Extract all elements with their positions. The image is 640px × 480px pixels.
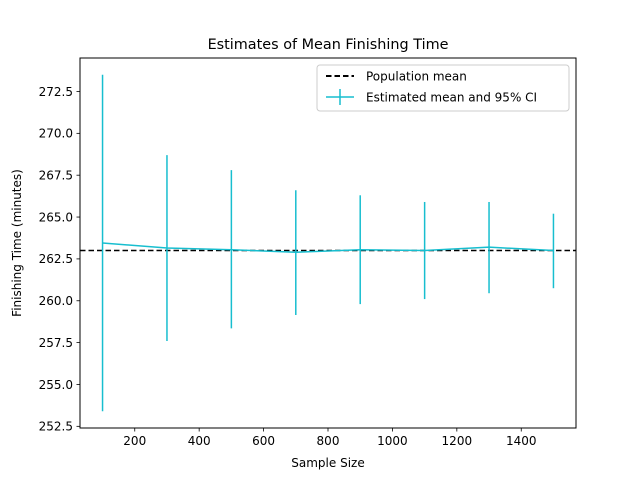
x-axis-label: Sample Size xyxy=(291,456,364,470)
y-axis-label: Finishing Time (minutes) xyxy=(10,169,24,317)
x-tick-label: 600 xyxy=(252,434,275,448)
y-tick-label: 255.0 xyxy=(39,378,73,392)
estimated-mean-line xyxy=(102,242,554,253)
y-tick-label: 270.0 xyxy=(39,127,73,141)
x-tick-label: 400 xyxy=(188,434,211,448)
plot-layer xyxy=(80,74,576,412)
legend-label-population-mean: Population mean xyxy=(366,70,467,84)
chart-title: Estimates of Mean Finishing Time xyxy=(208,37,449,53)
x-tick-label: 1200 xyxy=(442,434,473,448)
y-tick-label: 265.0 xyxy=(39,210,73,224)
y-tick-label: 262.5 xyxy=(39,252,73,266)
y-tick-label: 257.5 xyxy=(39,336,73,350)
legend-label-estimated-mean: Estimated mean and 95% CI xyxy=(366,91,537,105)
y-tick-label: 267.5 xyxy=(39,168,73,182)
y-tick-label: 272.5 xyxy=(39,85,73,99)
y-tick-label: 260.0 xyxy=(39,294,73,308)
legend: Population mean Estimated mean and 95% C… xyxy=(316,64,570,112)
y-tick-label: 252.5 xyxy=(39,420,73,434)
axis-layer: 200 400 600 800 1000 1200 1400 252.5 255.0 257.5 2… xyxy=(39,85,537,448)
legend-box xyxy=(316,64,570,112)
plot-area-frame xyxy=(79,57,577,429)
x-tick-label: 800 xyxy=(317,434,340,448)
x-tick-label: 1400 xyxy=(506,434,537,448)
x-tick-label: 200 xyxy=(123,434,146,448)
x-tick-label: 1000 xyxy=(377,434,408,448)
